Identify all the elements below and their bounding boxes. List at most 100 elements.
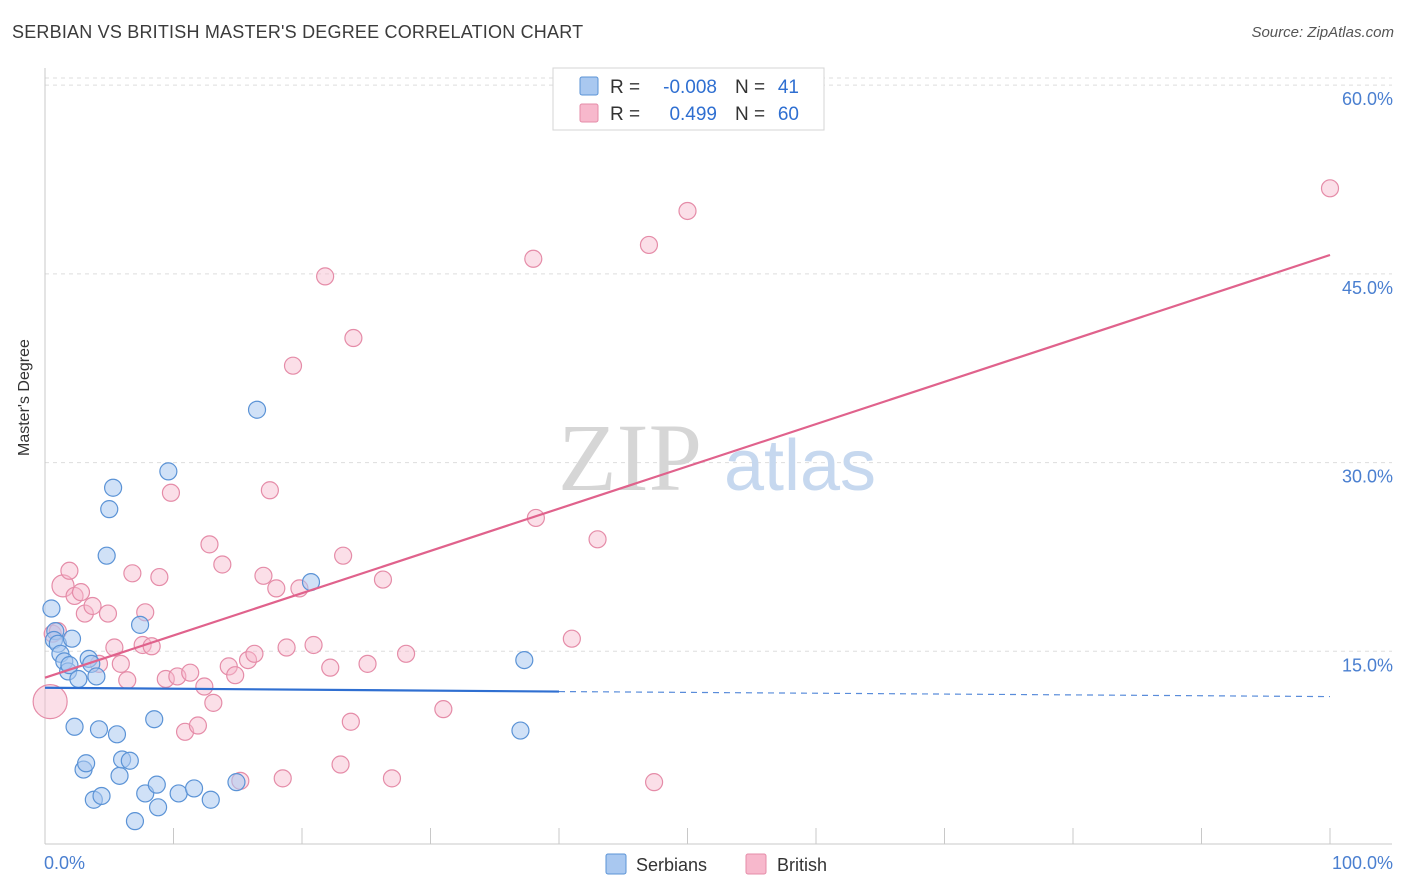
serbian-point <box>148 798 168 817</box>
british-point <box>226 666 245 685</box>
stats-serbians-r-label: R = <box>610 77 640 98</box>
british-point <box>60 561 79 580</box>
y-tick-label: 45.0% <box>1342 278 1393 298</box>
british-point <box>341 712 360 731</box>
british-point <box>277 638 296 657</box>
serbian-point <box>515 650 534 670</box>
y-tick-label: 60.0% <box>1342 89 1393 109</box>
trend-lines <box>44 253 1331 698</box>
serbian-trend-extension <box>558 690 1331 698</box>
serbian-point <box>107 725 127 744</box>
british-point <box>156 669 175 689</box>
legend-british-swatch <box>745 853 767 875</box>
stats-british-r-label: R = <box>610 104 640 125</box>
british-point <box>123 564 142 583</box>
serbian-point <box>147 775 166 794</box>
british-point <box>118 671 137 690</box>
serbian-point <box>145 710 164 729</box>
serbian-point <box>87 667 106 686</box>
british-point <box>434 700 453 719</box>
british-point <box>254 566 273 585</box>
british-point <box>188 716 208 735</box>
serbian-point <box>125 812 145 831</box>
british-point <box>1320 179 1340 198</box>
british-point <box>98 604 118 623</box>
y-tick-labels: 15.0% 30.0% 45.0% 60.0% <box>1342 89 1393 675</box>
british-point <box>111 654 130 673</box>
british-point <box>678 201 697 221</box>
british-point <box>195 677 214 696</box>
x-tick-labels: 0.0% 100.0% <box>44 853 1393 873</box>
serbian-point <box>120 751 139 770</box>
stats-serbians-swatch <box>579 76 599 96</box>
british-point <box>331 755 350 774</box>
british-point <box>150 567 169 587</box>
serbian-point <box>42 599 61 618</box>
source-label: Source: ZipAtlas.com <box>1251 24 1394 41</box>
british-point <box>260 481 279 500</box>
british-point <box>373 570 393 589</box>
stats-serbians-n-value: 41 <box>778 77 799 98</box>
serbian-point <box>100 500 119 519</box>
legend-british-label: British <box>777 855 827 875</box>
chart-title: SERBIAN VS BRITISH MASTER'S DEGREE CORRE… <box>12 22 584 42</box>
british-point <box>213 555 232 574</box>
british-point <box>524 249 543 268</box>
serbian-point <box>201 790 220 809</box>
british-point <box>344 328 363 348</box>
axes <box>44 68 1392 845</box>
british-trend-line <box>44 253 1331 679</box>
x-tick-label: 0.0% <box>44 853 85 873</box>
stats-serbians-r-value: -0.008 <box>663 77 717 98</box>
stats-british-n-value: 60 <box>778 104 799 125</box>
british-point <box>639 235 659 255</box>
stats-british-r-value: 0.499 <box>669 104 717 125</box>
serbian-point <box>65 717 84 736</box>
british-point <box>245 644 264 663</box>
serbian-point <box>169 784 188 803</box>
stats-serbians-n-label: N = <box>735 77 765 98</box>
serbian-points <box>42 400 534 831</box>
serbian-trend-line <box>44 686 560 693</box>
serbian-point <box>110 766 129 785</box>
british-point <box>200 535 219 554</box>
stats-british-n-label: N = <box>735 104 765 125</box>
british-point <box>51 574 75 598</box>
british-point <box>588 530 607 549</box>
serbian-point <box>511 721 530 740</box>
legend: Serbians British <box>605 853 827 875</box>
serbian-point <box>247 400 267 419</box>
british-point <box>304 635 323 655</box>
serbian-point <box>159 462 178 481</box>
legend-serbians-label: Serbians <box>636 855 707 875</box>
serbian-point <box>69 669 88 689</box>
serbian-point <box>227 773 246 792</box>
y-tick-label: 15.0% <box>1342 655 1393 675</box>
british-point <box>204 693 223 712</box>
british-point <box>32 684 68 720</box>
watermark-atlas: atlas <box>724 426 876 506</box>
stats-box: R = -0.008 N = 41 R = 0.499 N = 60 <box>552 67 825 131</box>
british-point <box>321 658 340 677</box>
serbian-point <box>130 615 150 634</box>
british-point <box>267 579 286 598</box>
british-point <box>83 596 102 616</box>
british-point <box>358 654 377 673</box>
british-point <box>181 663 200 682</box>
british-point <box>644 773 664 792</box>
serbian-point <box>97 546 116 565</box>
british-point <box>382 769 402 788</box>
british-point <box>562 629 581 648</box>
british-point <box>396 644 416 663</box>
serbian-point <box>89 720 109 739</box>
y-tick-label: 30.0% <box>1342 467 1393 487</box>
british-point <box>283 356 303 375</box>
british-point <box>273 769 292 788</box>
watermark-zip: ZIP <box>558 404 702 511</box>
british-point <box>71 583 91 602</box>
british-point <box>316 267 335 286</box>
x-tick-label: 100.0% <box>1332 853 1393 873</box>
serbian-point <box>92 786 111 806</box>
serbian-point <box>62 629 82 648</box>
